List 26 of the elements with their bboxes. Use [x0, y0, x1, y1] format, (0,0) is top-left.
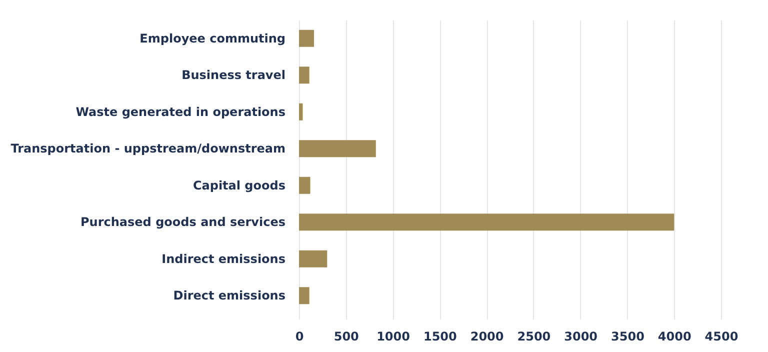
x-tick-label: 2500 — [517, 330, 551, 344]
bar — [299, 287, 310, 304]
y-tick-label: Business travel — [182, 68, 286, 82]
bar — [299, 103, 303, 120]
x-tick-label: 500 — [334, 330, 359, 344]
x-tick-label: 3500 — [611, 330, 644, 344]
bar — [299, 176, 310, 194]
y-tick-label: Waste generated in operations — [76, 104, 286, 119]
x-tick-label: 3000 — [564, 330, 598, 344]
x-tick-label: 4000 — [658, 330, 692, 344]
bar — [299, 250, 328, 268]
y-tick-label: Capital goods — [192, 178, 286, 192]
bar — [299, 30, 314, 47]
y-tick-label: Transportation - uppstream/downstream — [10, 142, 286, 156]
bar — [299, 66, 310, 84]
y-tick-label: Direct emissions — [173, 288, 286, 303]
x-tick-label: 0 — [295, 330, 304, 344]
x-tick-label: 1500 — [423, 330, 457, 344]
y-tick-label: Indirect emissions — [162, 252, 286, 266]
y-tick-label: Purchased goods and services — [80, 215, 286, 230]
x-tick-label: 1000 — [376, 330, 410, 344]
x-tick-label: 4500 — [704, 330, 738, 344]
x-tick-label: 2000 — [470, 330, 504, 344]
bar — [299, 214, 674, 231]
bar — [299, 140, 376, 158]
y-tick-label: Employee commuting — [140, 31, 286, 46]
